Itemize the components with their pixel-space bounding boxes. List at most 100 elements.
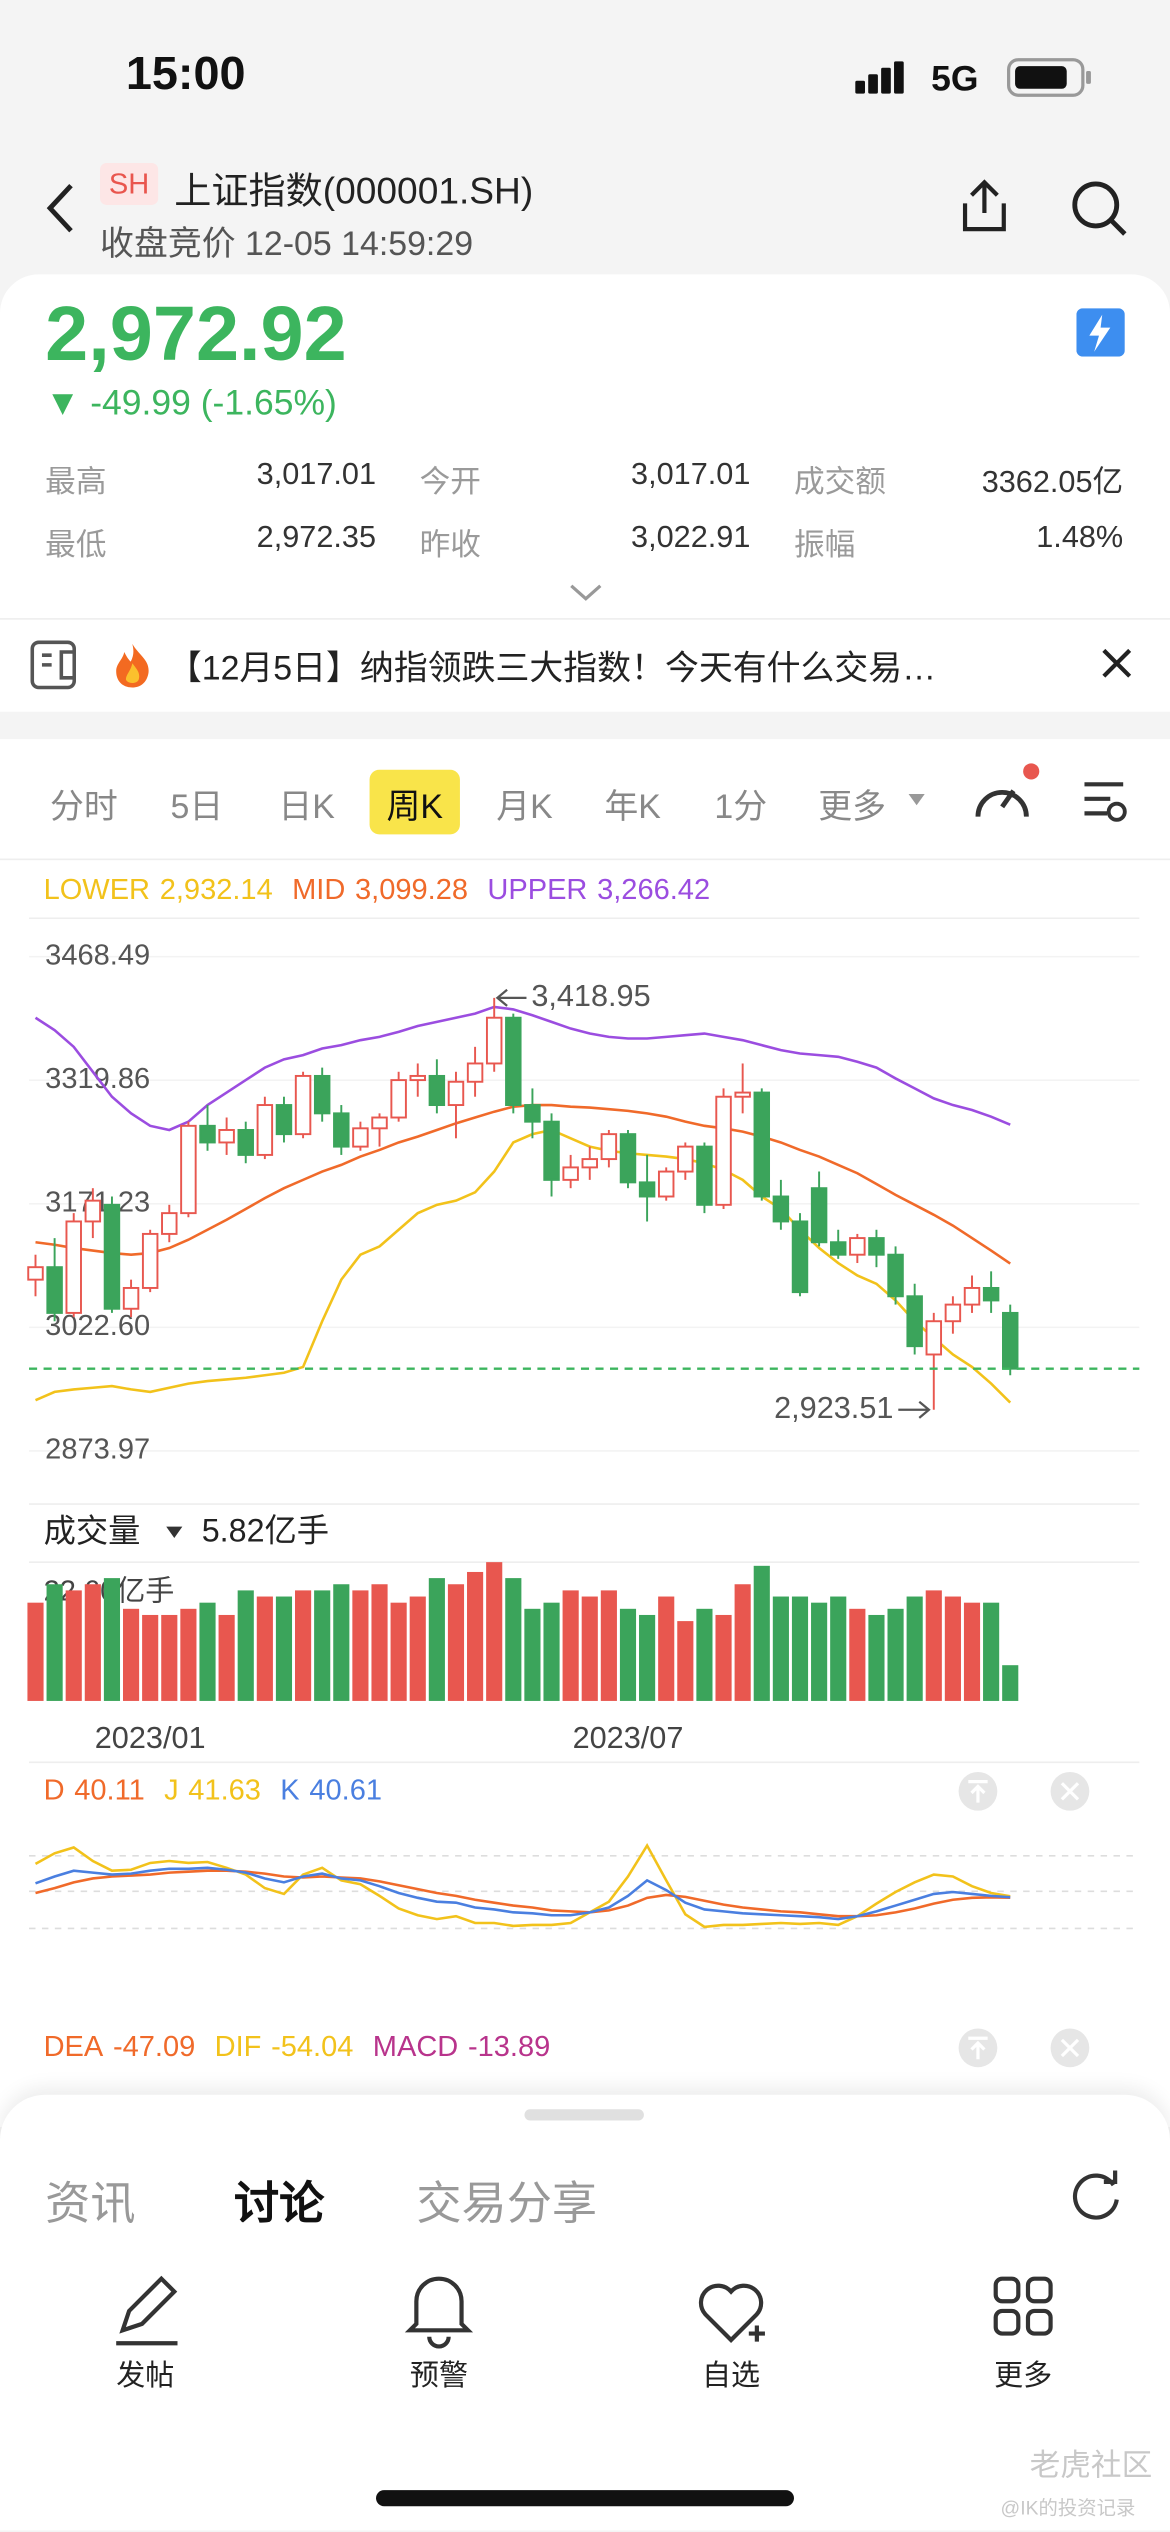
volume-bar	[562, 1590, 579, 1701]
volume-bar	[600, 1590, 617, 1701]
period-tab[interactable]: 1分	[714, 789, 768, 827]
candle-body	[677, 1145, 694, 1173]
volume-bar	[314, 1590, 331, 1701]
band-line	[35, 1103, 1011, 1265]
candle-body	[428, 1074, 446, 1107]
candle-body	[65, 1220, 82, 1314]
sheet-handle[interactable]	[524, 2109, 644, 2121]
volume-bar	[696, 1608, 713, 1701]
legend-name: K	[280, 1774, 300, 1806]
sheet-tab[interactable]: 交易分享	[416, 2178, 598, 2229]
candle-body	[371, 1116, 388, 1130]
close-news[interactable]	[1099, 646, 1135, 682]
y-tick-label: 2873.97	[45, 1434, 150, 1466]
legend-name: D	[44, 1774, 65, 1806]
volume-bar	[658, 1596, 675, 1701]
volume-bar	[218, 1614, 235, 1701]
candle-body	[849, 1237, 866, 1256]
stat-value: 1.48%	[1036, 521, 1124, 556]
annotation-arrow	[495, 988, 527, 1007]
legend-value: 3,266.42	[597, 873, 710, 905]
y-tick-label: 3022.60	[45, 1310, 150, 1342]
nav-item[interactable]: 自选	[701, 2359, 761, 2392]
sheet-tab[interactable]: 资讯	[45, 2178, 136, 2229]
candle-body	[27, 1266, 44, 1281]
network-label: 5G	[931, 58, 979, 99]
candle-body	[600, 1133, 618, 1161]
volume-bar	[944, 1596, 961, 1701]
period-tab[interactable]: 周K	[386, 789, 443, 827]
news-text[interactable]: 【12月5日】纳指领跌三大指数！今天有什么交易…	[167, 650, 937, 688]
candle-body	[141, 1232, 159, 1289]
nav-item[interactable]: 预警	[409, 2359, 468, 2392]
volume-bar	[428, 1578, 445, 1701]
news-bar[interactable]	[0, 618, 1170, 712]
period-tab[interactable]: 年K	[604, 789, 661, 827]
period-tab[interactable]: 月K	[496, 789, 553, 827]
share-button[interactable]	[955, 178, 1013, 236]
period-tab[interactable]: 5日	[170, 789, 224, 827]
chart-tools[interactable]	[968, 758, 1129, 832]
period-tab[interactable]: 分时	[50, 789, 118, 827]
candle-body	[657, 1170, 675, 1198]
legend-value: 40.11	[74, 1774, 145, 1806]
kdj-line	[34, 1842, 1011, 1929]
nav-item[interactable]: 更多	[994, 2359, 1053, 2392]
page-title: 上证指数(000001.SH)	[174, 169, 534, 212]
refresh-button[interactable]	[1068, 2169, 1123, 2224]
candle-body	[313, 1074, 331, 1115]
volume-bar	[352, 1590, 369, 1701]
nav-item[interactable]: 发帖	[116, 2359, 175, 2392]
period-tab[interactable]: 更多	[818, 789, 886, 827]
candle-body	[715, 1095, 732, 1206]
candle-body	[543, 1120, 560, 1181]
kdj-line	[35, 1866, 1011, 1921]
sheet-tab[interactable]: 讨论	[233, 2178, 325, 2229]
legend-value: 41.63	[188, 1774, 261, 1806]
market-badge: SH	[100, 162, 159, 205]
legend-name: LOWER	[44, 873, 150, 905]
tabs-divider	[0, 858, 1170, 861]
last-price: 2,972.92	[45, 292, 347, 378]
macd-legend: DEA -47.09 DIF -54.04 MACD -13.89	[44, 2031, 551, 2063]
candle-body	[466, 1062, 484, 1083]
expand-chevron[interactable]	[568, 581, 604, 604]
stat-label: 最低	[45, 529, 107, 564]
legend-name: DIF	[215, 2031, 262, 2063]
nav-icons	[116, 2275, 1053, 2349]
volume-bar	[275, 1596, 293, 1701]
volume-bar	[256, 1596, 273, 1701]
stat-label: 最高	[45, 466, 107, 501]
panel-pin-glyph	[968, 1780, 988, 1803]
search-button[interactable]	[1068, 178, 1129, 239]
level-badge[interactable]	[1076, 308, 1125, 357]
candle-body	[868, 1237, 885, 1256]
status-time: 15:00	[125, 48, 246, 101]
volume-bar	[849, 1608, 866, 1701]
volume-bar	[371, 1584, 388, 1701]
candle-body	[524, 1104, 541, 1123]
candle-body	[199, 1124, 216, 1144]
back-button[interactable]	[42, 181, 81, 236]
news-icon	[30, 640, 77, 690]
candle-body	[619, 1133, 637, 1184]
volume-bar	[237, 1590, 254, 1701]
flame-icon	[116, 643, 149, 688]
legend-name: MID	[292, 873, 345, 905]
band-line	[34, 1005, 1011, 1132]
volume-bar	[581, 1596, 598, 1701]
volume-bar	[505, 1578, 522, 1701]
watermark-author: @IK的投资记录	[1000, 2496, 1136, 2520]
candle-body	[772, 1195, 790, 1223]
watermark-brand: 老虎社区	[1029, 2449, 1153, 2484]
volume-bar	[772, 1596, 789, 1701]
volume-bar	[409, 1596, 426, 1701]
volume-bar	[103, 1578, 121, 1701]
legend-value: -13.89	[468, 2031, 550, 2063]
period-tab[interactable]: 日K	[278, 789, 335, 827]
candle-body	[161, 1212, 178, 1235]
volume-header: 成交量	[44, 1513, 141, 1549]
candle-body	[829, 1241, 847, 1256]
candle-body	[409, 1074, 426, 1082]
annotation-arrow	[898, 1400, 931, 1419]
